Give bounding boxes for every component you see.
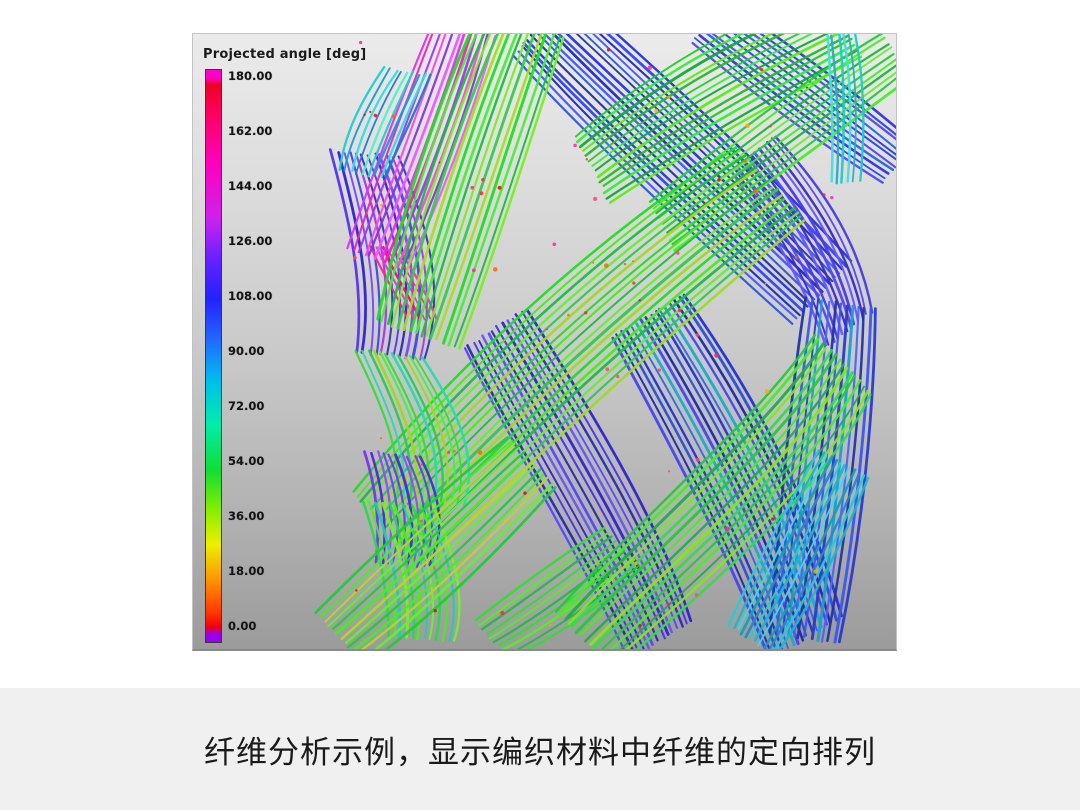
colorbar-tick-label: 126.00	[228, 234, 273, 249]
colorbar-title: Projected angle [deg]	[203, 47, 367, 62]
fiber-tow-green-top-right-band	[574, 34, 863, 204]
fiber-tow-blue-right-column	[768, 296, 877, 644]
colorbar-tick-label: 144.00	[228, 179, 273, 194]
fiber-tow-green-top-center	[376, 34, 565, 350]
colorbar-tick-label: 36.00	[228, 509, 265, 524]
figure-caption: 纤维分析示例，显示编织材料中纤维的定向排列	[204, 734, 876, 770]
fiber-tow-cyan-bottom-right	[727, 448, 870, 649]
colorbar-tick-label: 18.00	[228, 564, 265, 579]
colorbar-gradient	[205, 69, 222, 643]
fiber-tow-green-bottom-right	[554, 333, 872, 649]
fiber-tow-left-cyan-top	[338, 65, 432, 178]
colorbar-tick-label: 54.00	[228, 454, 265, 469]
colorbar-tick-label: 72.00	[228, 399, 265, 414]
colorbar-tick-label: 0.00	[228, 619, 257, 634]
caption-band: 纤维分析示例，显示编织材料中纤维的定向排列	[0, 688, 1080, 810]
colorbar-tick-label: 180.00	[228, 69, 273, 83]
fiber-tow-green-bottom-left	[314, 436, 557, 649]
colorbar-tick-label: 162.00	[228, 124, 273, 139]
figure-panel: Projected angle [deg] 180.00 162.00 144.00…	[192, 33, 897, 651]
colorbar-tick-label: 90.00	[228, 344, 265, 359]
fiber-tow-cyan-right-edge-top	[826, 34, 865, 185]
fiber-visualization	[314, 34, 896, 649]
colorbar-tick-labels: 180.00 162.00 144.00 126.00 108.00 90.00 72.00…	[228, 69, 273, 634]
colorbar-tick-label: 108.00	[228, 289, 273, 304]
